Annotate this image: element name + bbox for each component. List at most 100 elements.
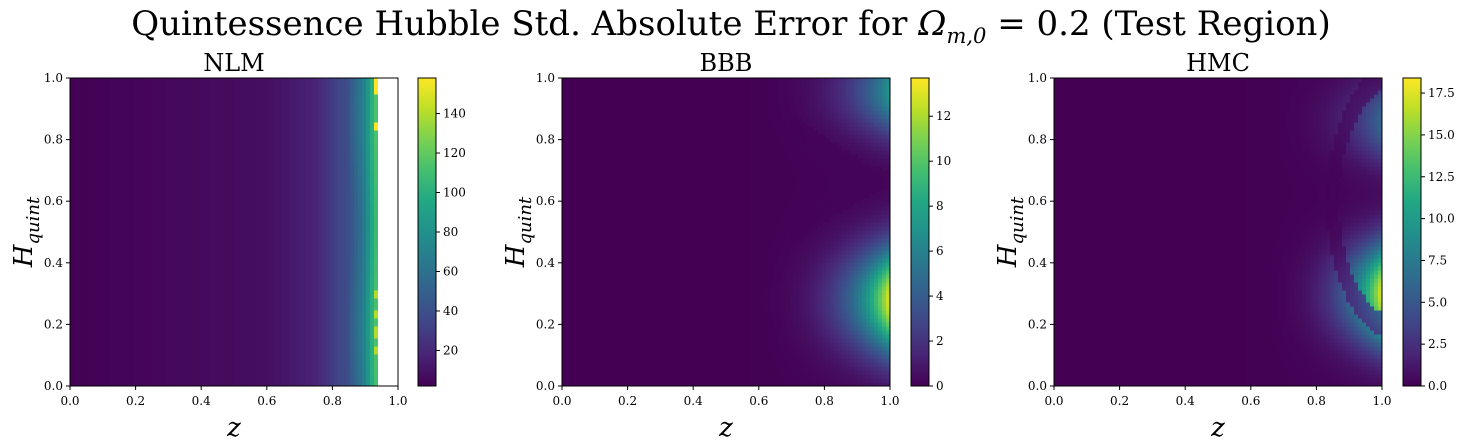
heatmap-cell — [326, 278, 331, 283]
heatmap-cell — [266, 350, 271, 355]
heatmap-cell — [270, 270, 275, 275]
heatmap-cell — [162, 374, 167, 379]
heatmap-cell — [214, 326, 219, 331]
heatmap-cell — [74, 122, 79, 127]
heatmap-cell — [274, 182, 279, 187]
heatmap-cell — [150, 102, 155, 107]
heatmap-cell — [214, 158, 219, 163]
heatmap-cell — [126, 310, 131, 315]
heatmap-cell — [234, 78, 239, 83]
heatmap-cell — [306, 294, 311, 299]
heatmap-cell — [130, 378, 135, 383]
heatmap-cell — [218, 286, 223, 291]
heatmap-cell — [106, 150, 111, 155]
heatmap-cell — [318, 290, 323, 295]
heatmap-cell — [294, 122, 299, 127]
heatmap-cell — [222, 354, 227, 359]
heatmap-cell — [126, 118, 131, 123]
heatmap-cell — [162, 226, 167, 231]
heatmap-cell — [98, 166, 103, 171]
heatmap-cell — [206, 130, 211, 135]
heatmap-cell — [154, 130, 159, 135]
heatmap-cell — [98, 326, 103, 331]
heatmap-cell — [230, 378, 235, 383]
heatmap-cell — [198, 254, 203, 259]
heatmap-cell — [286, 198, 291, 203]
heatmap-cell — [294, 346, 299, 351]
heatmap-cell — [114, 102, 119, 107]
heatmap-cell — [294, 274, 299, 279]
heatmap-cell — [246, 334, 251, 339]
heatmap-cell — [194, 238, 199, 243]
heatmap-cell — [258, 146, 263, 151]
heatmap-cell — [102, 306, 107, 311]
heatmap-cell — [258, 206, 263, 211]
heatmap-cell — [218, 158, 223, 163]
heatmap-cell — [98, 142, 103, 147]
heatmap-cell — [262, 322, 267, 327]
heatmap-cell — [230, 126, 235, 131]
heatmap-cell — [250, 234, 255, 239]
heatmap-cell — [198, 122, 203, 127]
heatmap-cell — [82, 82, 87, 87]
heatmap-cell — [326, 254, 331, 259]
heatmap-cell — [246, 354, 251, 359]
heatmap-cell — [318, 310, 323, 315]
heatmap-cell — [238, 186, 243, 191]
heatmap-cell — [98, 122, 103, 127]
heatmap-cell — [162, 262, 167, 267]
heatmap-cell — [266, 354, 271, 359]
heatmap-cell — [202, 266, 207, 271]
heatmap-cell — [246, 378, 251, 383]
heatmap-cell — [110, 282, 115, 287]
heatmap-cell — [290, 178, 295, 183]
heatmap-cell — [202, 194, 207, 199]
heatmap-cell — [298, 322, 303, 327]
heatmap-cell — [262, 254, 267, 259]
heatmap-cell — [98, 98, 103, 103]
heatmap-cell — [214, 154, 219, 159]
heatmap-cell — [234, 350, 239, 355]
heatmap-cell — [194, 230, 199, 235]
heatmap-cell — [246, 210, 251, 215]
heatmap-cell — [122, 366, 127, 371]
heatmap-cell — [158, 134, 163, 139]
heatmap-cell — [78, 166, 83, 171]
heatmap-cell — [158, 346, 163, 351]
heatmap-cell — [206, 98, 211, 103]
heatmap-cell — [198, 162, 203, 167]
heatmap-cell — [90, 182, 95, 187]
heatmap-cell — [138, 330, 143, 335]
heatmap-cell — [178, 222, 183, 227]
heatmap-cell — [210, 330, 215, 335]
heatmap-cell — [74, 174, 79, 179]
heatmap-cell — [206, 274, 211, 279]
heatmap-cell — [322, 162, 327, 167]
heatmap-cell — [234, 326, 239, 331]
heatmap-cell — [210, 378, 215, 383]
heatmap-cell — [282, 274, 287, 279]
heatmap-cell — [202, 210, 207, 215]
heatmap-cell — [70, 158, 75, 163]
heatmap-cell — [274, 126, 279, 131]
heatmap-cell — [278, 374, 283, 379]
heatmap-cell — [102, 370, 107, 375]
heatmap-cell — [306, 102, 311, 107]
heatmap-cell — [294, 242, 299, 247]
heatmap-cell — [114, 154, 119, 159]
heatmap-cell — [130, 246, 135, 251]
heatmap-cell — [302, 170, 307, 175]
heatmap-cell — [230, 174, 235, 179]
heatmap-cell — [282, 354, 287, 359]
heatmap-cell — [162, 326, 167, 331]
heatmap-cell — [318, 374, 323, 379]
heatmap-cell — [238, 362, 243, 367]
heatmap-cell — [326, 250, 331, 255]
heatmap-cell — [254, 230, 259, 235]
heatmap-cell — [90, 362, 95, 367]
heatmap-cell — [230, 302, 235, 307]
heatmap-cell — [202, 314, 207, 319]
heatmap-cell — [210, 370, 215, 375]
heatmap-cell — [178, 90, 183, 95]
heatmap-cell — [90, 110, 95, 115]
